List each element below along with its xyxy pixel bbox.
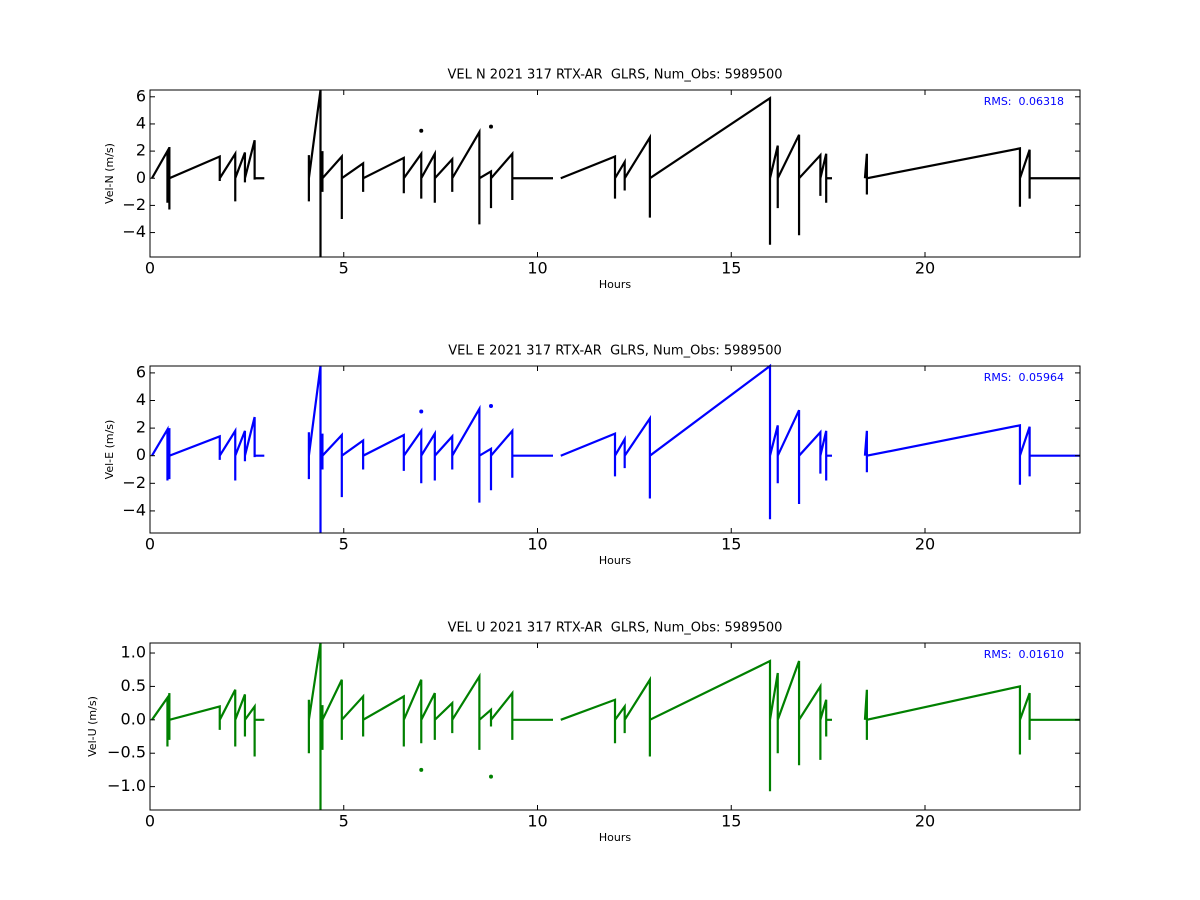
y-axis-label: Vel-E (m/s): [103, 420, 116, 480]
x-tick-label: 0: [145, 259, 155, 278]
x-tick-label: 0: [145, 812, 155, 831]
y-tick-label: −2: [122, 473, 146, 492]
y-tick-label: 4: [136, 390, 146, 409]
x-axis-label: Hours: [599, 554, 631, 567]
data-line: [150, 363, 1080, 533]
rms-annotation: RMS: 0.05964: [984, 371, 1064, 384]
x-axis-label: Hours: [599, 831, 631, 844]
y-tick-label: 0: [136, 445, 146, 464]
outlier-point: [489, 774, 493, 779]
x-tick-label: 20: [915, 259, 935, 278]
y-tick-label: 2: [136, 141, 146, 160]
subplot-title: VEL U 2021 317 RTX-AR GLRS, Num_Obs: 598…: [448, 621, 783, 636]
y-tick-label: −4: [122, 500, 146, 519]
y-tick-label: −2: [122, 195, 146, 214]
x-tick-label: 5: [339, 535, 349, 554]
rms-annotation: RMS: 0.01610: [984, 648, 1064, 661]
x-tick-label: 15: [721, 535, 741, 554]
x-axis-label: Hours: [599, 278, 631, 291]
axes-frame: [149, 642, 1081, 811]
subplot: VEL U 2021 317 RTX-AR GLRS, Num_Obs: 598…: [86, 621, 1081, 844]
rms-annotation: RMS: 0.06318: [984, 95, 1064, 108]
x-tick-label: 20: [915, 812, 935, 831]
subplot-title: VEL E 2021 317 RTX-AR GLRS, Num_Obs: 598…: [448, 344, 782, 359]
y-tick-label: 6: [136, 86, 146, 105]
subplot-title: VEL N 2021 317 RTX-AR GLRS, Num_Obs: 598…: [447, 68, 782, 83]
y-tick-label: −0.5: [107, 743, 146, 762]
x-tick-label: 15: [721, 259, 741, 278]
y-axis-label: Vel-U (m/s): [86, 696, 99, 757]
subplot: VEL E 2021 317 RTX-AR GLRS, Num_Obs: 598…: [103, 344, 1081, 567]
data-line: [151, 642, 1080, 810]
x-tick-label: 20: [915, 535, 935, 554]
outlier-point: [419, 409, 424, 414]
x-tick-label: 15: [721, 812, 741, 831]
y-tick-label: 2: [136, 418, 146, 437]
outlier-point: [489, 124, 493, 129]
y-tick-label: 4: [136, 113, 146, 132]
y-tick-label: −1.0: [107, 776, 146, 795]
y-tick-label: 0.5: [121, 676, 146, 695]
y-axis-label: Vel-N (m/s): [103, 143, 116, 204]
x-tick-label: 0: [145, 535, 155, 554]
x-tick-label: 10: [527, 535, 547, 554]
data-line: [150, 89, 1080, 257]
y-tick-label: 0: [136, 168, 146, 187]
axes-frame: [149, 89, 1081, 258]
axes-frame: [149, 365, 1081, 534]
x-tick-label: 5: [339, 259, 349, 278]
y-tick-label: 6: [136, 362, 146, 381]
outlier-point: [419, 767, 424, 772]
y-tick-label: 1.0: [121, 643, 146, 662]
x-tick-label: 10: [527, 812, 547, 831]
x-tick-label: 10: [527, 259, 547, 278]
outlier-point: [489, 404, 493, 409]
y-tick-label: −4: [122, 222, 146, 241]
y-tick-label: 0.0: [121, 709, 146, 728]
outlier-point: [419, 128, 424, 133]
subplot: VEL N 2021 317 RTX-AR GLRS, Num_Obs: 598…: [103, 68, 1081, 291]
x-tick-label: 5: [339, 812, 349, 831]
